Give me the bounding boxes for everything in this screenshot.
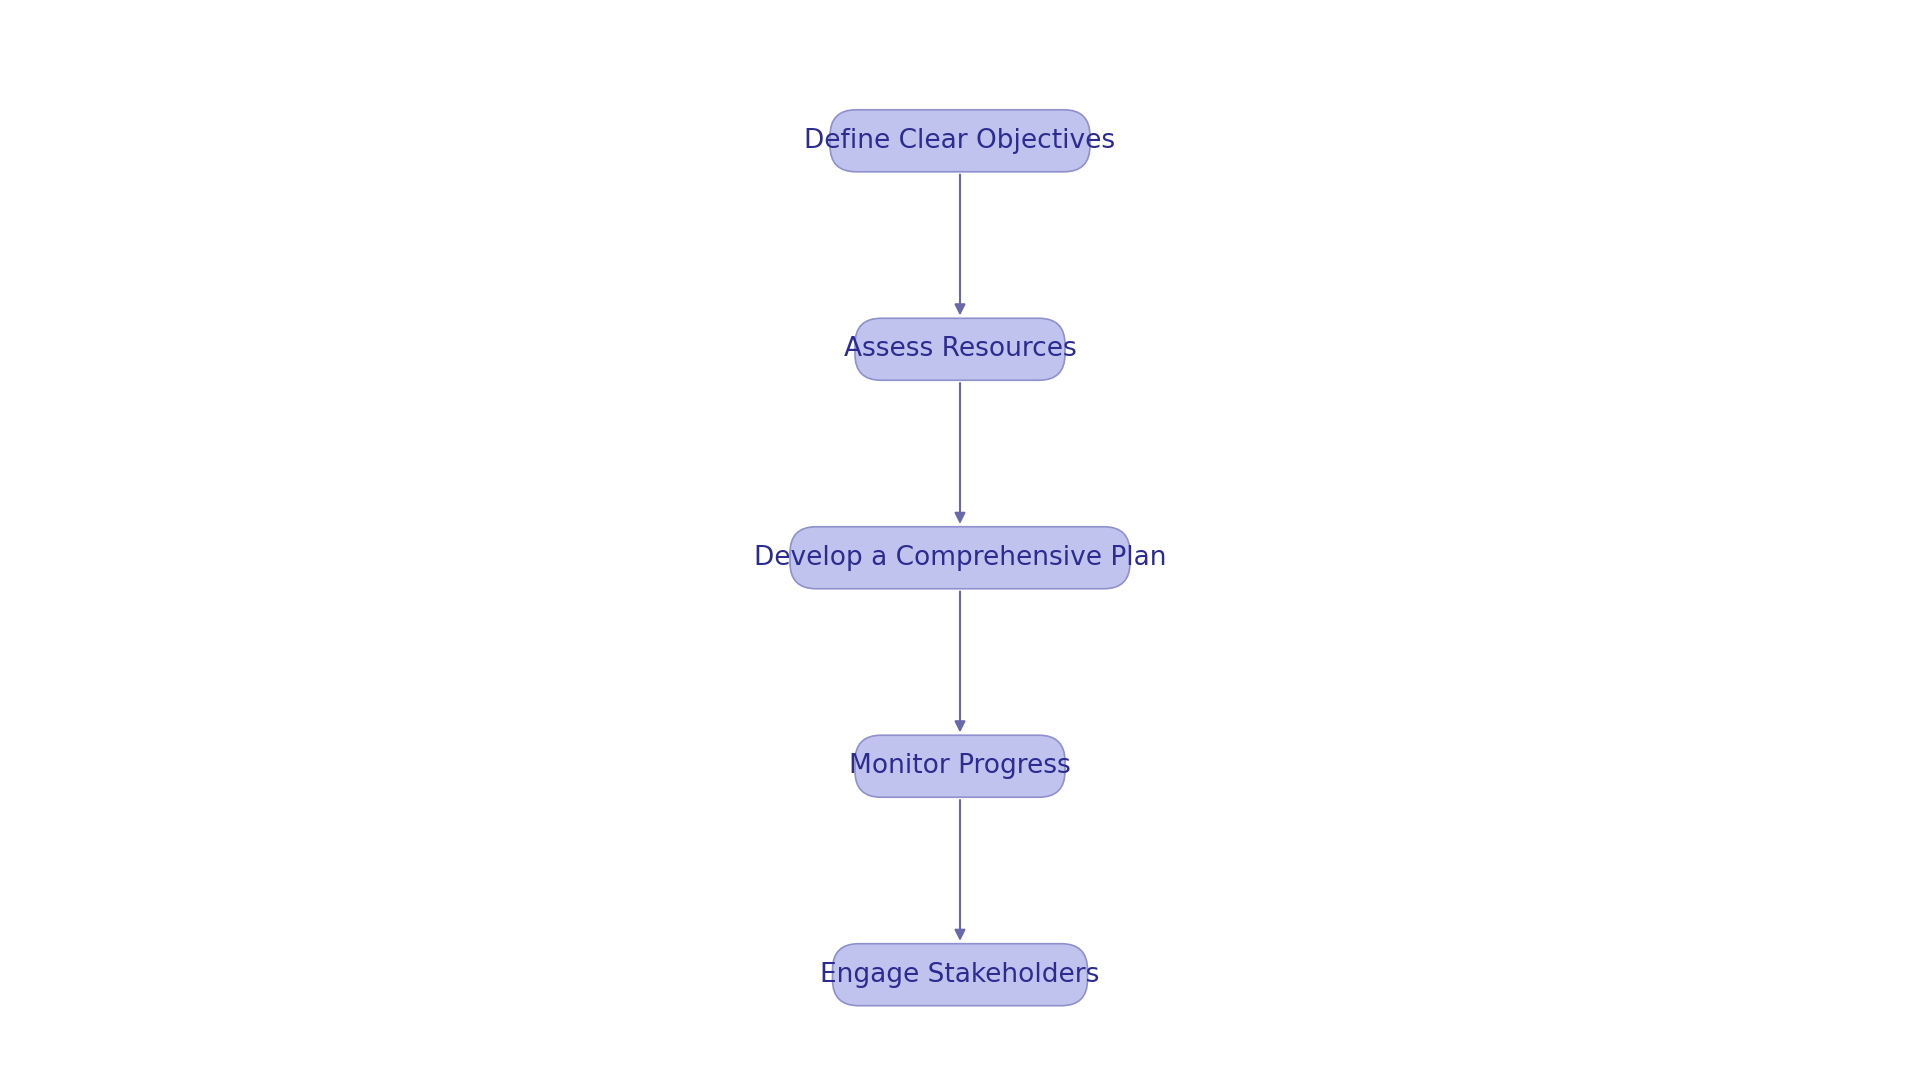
Text: Develop a Comprehensive Plan: Develop a Comprehensive Plan [755, 545, 1165, 571]
FancyBboxPatch shape [829, 109, 1091, 172]
Text: Define Clear Objectives: Define Clear Objectives [804, 128, 1116, 154]
Text: Monitor Progress: Monitor Progress [849, 753, 1071, 780]
FancyBboxPatch shape [789, 526, 1131, 589]
Text: Assess Resources: Assess Resources [843, 336, 1077, 363]
FancyBboxPatch shape [854, 735, 1066, 797]
Text: Engage Stakeholders: Engage Stakeholders [820, 962, 1100, 988]
FancyBboxPatch shape [833, 943, 1087, 1006]
FancyBboxPatch shape [854, 318, 1066, 380]
